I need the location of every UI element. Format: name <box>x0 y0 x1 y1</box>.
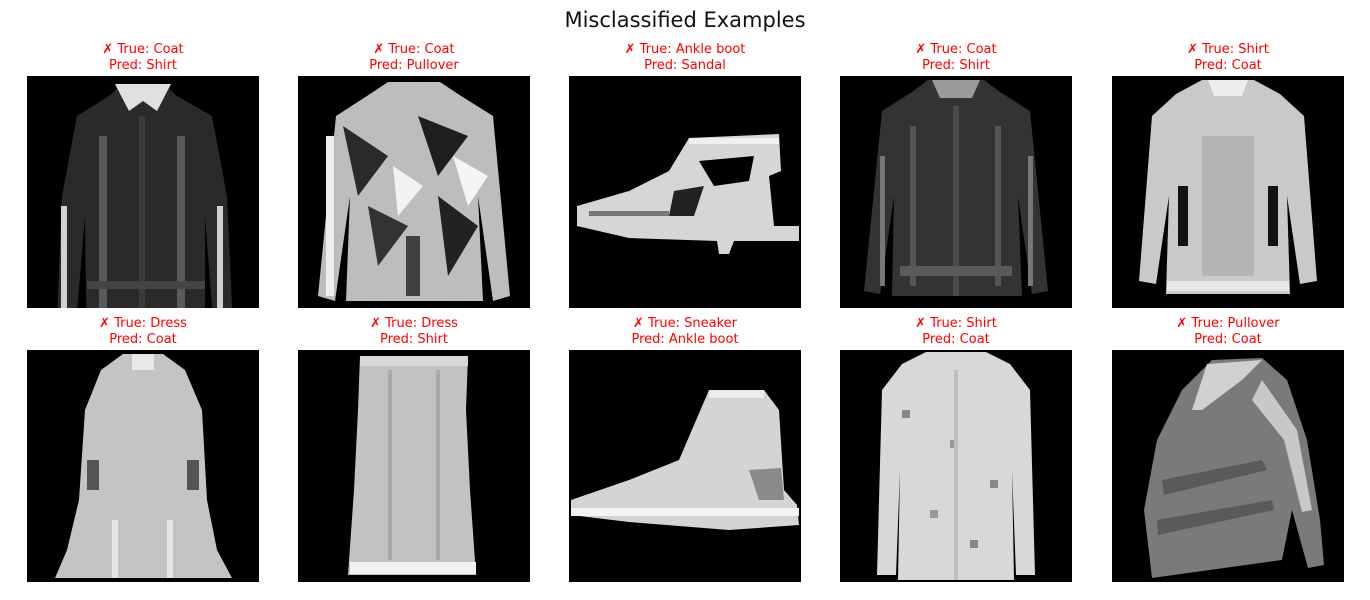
pred-label: Pred: Coat <box>109 332 177 347</box>
example-caption: ✗ True: Pullover Pred: Coat <box>1112 316 1344 350</box>
example-caption: ✗ True: Shirt Pred: Coat <box>840 316 1072 350</box>
example-panel-1: ✗ True: Coat Pred: Shirt <box>27 42 259 308</box>
ankle-boot-icon <box>569 76 801 308</box>
dress-icon <box>298 350 530 582</box>
example-caption: ✗ True: Coat Pred: Shirt <box>840 42 1072 76</box>
example-panel-6: ✗ True: Dress Pred: Coat <box>27 316 259 582</box>
shirt-icon <box>1112 76 1344 308</box>
coat-icon <box>27 76 259 308</box>
example-caption: ✗ True: Coat Pred: Shirt <box>27 42 259 76</box>
pred-label: Pred: Ankle boot <box>631 332 739 347</box>
example-panel-2: ✗ True: Coat Pred: Pullover <box>298 42 530 308</box>
example-panel-7: ✗ True: Dress Pred: Shirt <box>298 316 530 582</box>
example-panel-5: ✗ True: Shirt Pred: Coat <box>1112 42 1344 308</box>
pred-label: Pred: Pullover <box>369 58 459 73</box>
true-label: ✗ True: Ankle boot <box>624 42 746 57</box>
pullover-icon <box>1112 350 1344 582</box>
figure-title: Misclassified Examples <box>564 8 806 32</box>
true-label: ✗ True: Dress <box>99 316 187 331</box>
dress-icon <box>27 350 259 582</box>
pred-label: Pred: Shirt <box>922 58 990 73</box>
example-panel-8: ✗ True: Sneaker Pred: Ankle boot <box>569 316 801 582</box>
example-caption: ✗ True: Coat Pred: Pullover <box>298 42 530 76</box>
true-label: ✗ True: Dress <box>370 316 458 331</box>
pred-label: Pred: Shirt <box>380 332 448 347</box>
example-panel-3: ✗ True: Ankle boot Pred: Sandal <box>569 42 801 308</box>
example-caption: ✗ True: Shirt Pred: Coat <box>1112 42 1344 76</box>
pred-label: Pred: Sandal <box>644 58 726 73</box>
example-panel-4: ✗ True: Coat Pred: Shirt <box>840 42 1072 308</box>
example-panel-10: ✗ True: Pullover Pred: Coat <box>1112 316 1344 582</box>
true-label: ✗ True: Sneaker <box>632 316 737 331</box>
true-label: ✗ True: Shirt <box>915 316 997 331</box>
shirt-icon <box>840 350 1072 582</box>
example-panel-9: ✗ True: Shirt Pred: Coat <box>840 316 1072 582</box>
pred-label: Pred: Coat <box>1194 332 1262 347</box>
example-caption: ✗ True: Dress Pred: Shirt <box>298 316 530 350</box>
pred-label: Pred: Shirt <box>109 58 177 73</box>
pred-label: Pred: Coat <box>922 332 990 347</box>
coat-icon <box>298 76 530 308</box>
sneaker-icon <box>569 350 801 582</box>
example-caption: ✗ True: Dress Pred: Coat <box>27 316 259 350</box>
true-label: ✗ True: Coat <box>915 42 997 57</box>
true-label: ✗ True: Pullover <box>1176 316 1280 331</box>
pred-label: Pred: Coat <box>1194 58 1262 73</box>
example-caption: ✗ True: Ankle boot Pred: Sandal <box>569 42 801 76</box>
true-label: ✗ True: Coat <box>102 42 184 57</box>
true-label: ✗ True: Coat <box>373 42 455 57</box>
coat-icon <box>840 76 1072 308</box>
true-label: ✗ True: Shirt <box>1187 42 1269 57</box>
example-caption: ✗ True: Sneaker Pred: Ankle boot <box>569 316 801 350</box>
